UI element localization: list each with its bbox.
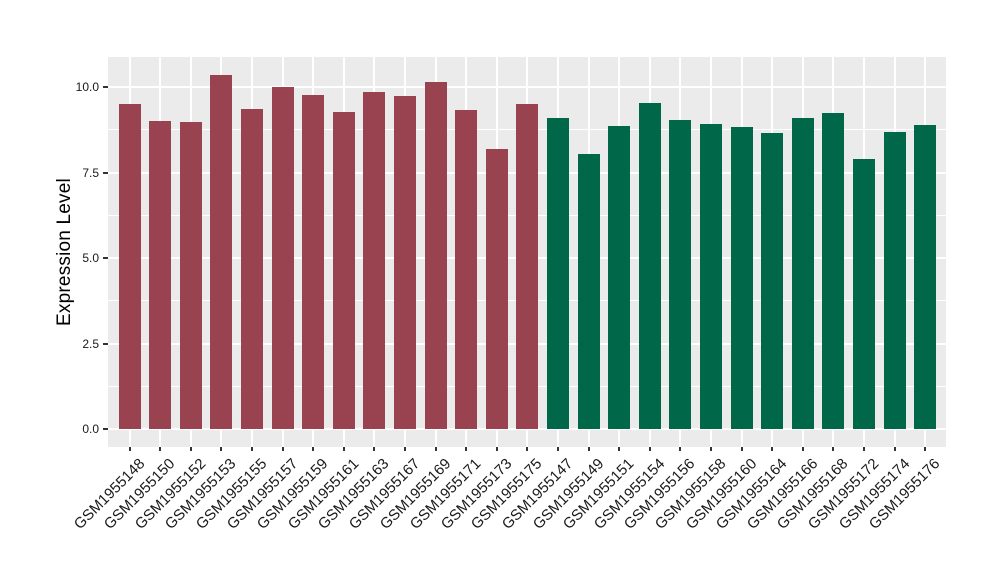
y-axis-tick: [103, 257, 108, 259]
x-axis-tick: [862, 447, 865, 451]
x-axis-tick: [250, 447, 253, 451]
bar-GSM1955166: [791, 118, 814, 429]
y-axis-tick: [103, 86, 108, 88]
bar-GSM1955167: [393, 96, 416, 429]
x-axis-tick: [189, 447, 192, 451]
x-axis-tick: [709, 447, 712, 451]
bar-GSM1955161: [332, 111, 355, 429]
bar-GSM1955151: [608, 125, 631, 429]
y-tick-label: 5.0: [82, 251, 99, 265]
bar-GSM1955158: [699, 123, 722, 429]
x-axis-tick: [771, 447, 774, 451]
bar-GSM1955152: [179, 122, 202, 429]
y-tick-label: 7.5: [82, 165, 99, 180]
x-axis-tick: [434, 447, 437, 451]
bar-GSM1955154: [638, 103, 661, 429]
bar-GSM1955174: [883, 132, 906, 429]
bar-GSM1955156: [669, 120, 692, 429]
bar-GSM1955164: [761, 133, 784, 429]
x-axis-tick: [556, 447, 559, 451]
x-axis-tick: [403, 447, 406, 451]
bar-GSM1955175: [516, 104, 539, 429]
bar-GSM1955172: [852, 159, 875, 429]
x-axis-tick: [587, 447, 590, 451]
bar-GSM1955168: [822, 112, 845, 429]
x-axis-tick: [220, 447, 223, 451]
y-tick-label: 2.5: [82, 336, 99, 351]
bar-GSM1955149: [577, 154, 600, 429]
bar-GSM1955159: [302, 95, 325, 429]
bar-GSM1955171: [455, 110, 478, 429]
x-axis-tick: [893, 447, 896, 451]
x-axis-tick: [648, 447, 651, 451]
x-axis-tick: [342, 447, 345, 451]
bar-GSM1955148: [118, 104, 141, 429]
x-axis-tick: [495, 447, 498, 451]
x-axis-tick: [801, 447, 804, 451]
bar-GSM1955163: [363, 92, 386, 429]
plot-panel: [108, 57, 946, 447]
x-axis-tick: [679, 447, 682, 451]
x-axis-tick: [373, 447, 376, 451]
bar-GSM1955153: [210, 75, 233, 429]
x-axis-tick: [832, 447, 835, 451]
x-axis-tick: [312, 447, 315, 451]
bar-GSM1955173: [485, 148, 508, 429]
x-axis-tick: [526, 447, 529, 451]
y-tick-label: 10.0: [75, 80, 99, 94]
x-axis-tick: [740, 447, 743, 451]
x-axis-tick: [924, 447, 927, 451]
bar-GSM1955147: [546, 118, 569, 429]
bar-GSM1955150: [149, 121, 172, 429]
y-axis-tick: [103, 428, 108, 430]
y-tick-label: 0.0: [82, 422, 99, 436]
x-axis-tick: [465, 447, 468, 451]
x-axis-tick: [159, 447, 162, 451]
x-axis-tick: [281, 447, 284, 451]
bar-GSM1955160: [730, 127, 753, 429]
bar-GSM1955176: [914, 124, 937, 429]
x-axis-tick: [128, 447, 131, 451]
bar-GSM1955169: [424, 81, 447, 429]
x-axis-tick: [618, 447, 621, 451]
bar-GSM1955157: [271, 87, 294, 429]
y-axis-tick: [103, 342, 108, 345]
bar-GSM1955155: [240, 109, 263, 429]
y-axis-tick: [103, 171, 108, 174]
